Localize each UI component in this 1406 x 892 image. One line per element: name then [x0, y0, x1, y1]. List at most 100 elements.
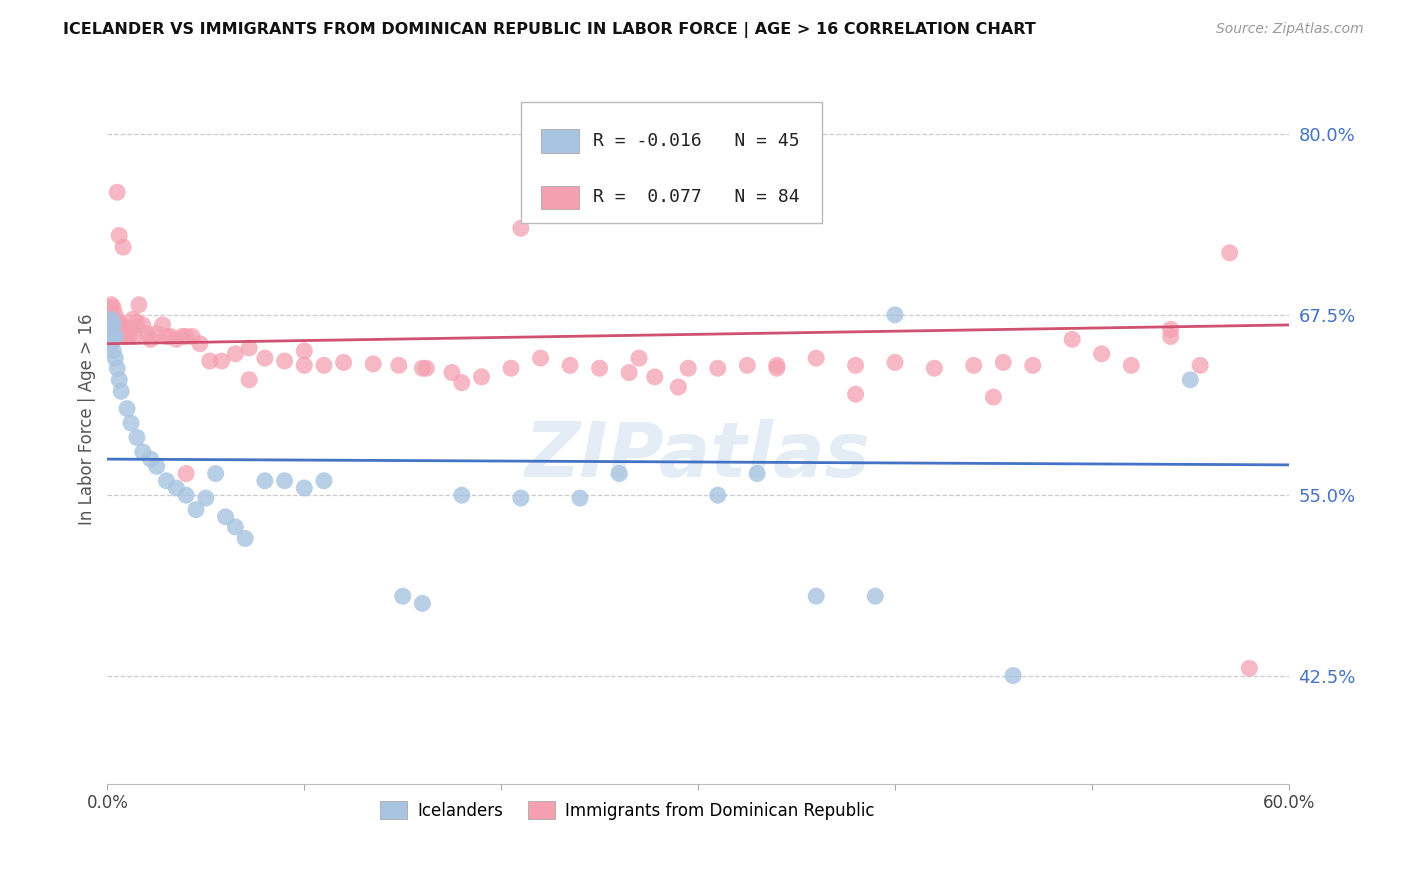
- Y-axis label: In Labor Force | Age > 16: In Labor Force | Age > 16: [79, 314, 96, 525]
- Point: [388, 359, 411, 373]
- Point: [100, 310, 122, 325]
- Point: [181, 329, 204, 343]
- Point: [806, 351, 828, 365]
- Point: [292, 481, 315, 495]
- Text: R = -0.016   N = 45: R = -0.016 N = 45: [593, 132, 800, 150]
- Point: [108, 315, 131, 329]
- Point: [112, 240, 135, 254]
- Point: [1160, 322, 1182, 336]
- Point: [845, 387, 868, 401]
- Point: [214, 509, 236, 524]
- Point: [411, 361, 433, 376]
- Legend: Icelanders, Immigrants from Dominican Republic: Icelanders, Immigrants from Dominican Re…: [374, 795, 880, 826]
- Point: [139, 332, 162, 346]
- Point: [103, 312, 125, 326]
- Point: [224, 520, 246, 534]
- Point: [865, 589, 887, 603]
- Point: [415, 361, 437, 376]
- Point: [98, 322, 121, 336]
- Point: [1091, 347, 1114, 361]
- Point: [292, 343, 315, 358]
- Point: [172, 329, 194, 343]
- Point: [332, 355, 354, 369]
- Point: [558, 359, 581, 373]
- Point: [155, 474, 177, 488]
- Point: [273, 474, 295, 488]
- Point: [100, 329, 122, 343]
- Point: [963, 359, 986, 373]
- Point: [105, 185, 128, 199]
- Point: [1160, 329, 1182, 343]
- Point: [139, 452, 162, 467]
- Point: [174, 467, 197, 481]
- Point: [100, 298, 122, 312]
- Point: [115, 401, 138, 416]
- Point: [470, 370, 492, 384]
- Point: [568, 491, 591, 505]
- Point: [135, 326, 157, 341]
- Point: [993, 355, 1015, 369]
- Point: [440, 366, 463, 380]
- Point: [617, 366, 640, 380]
- Point: [747, 467, 769, 481]
- Point: [174, 329, 197, 343]
- Point: [103, 301, 125, 315]
- Point: [1180, 373, 1202, 387]
- Point: [98, 315, 121, 329]
- Point: [125, 430, 148, 444]
- Point: [211, 354, 233, 368]
- Point: [391, 589, 413, 603]
- Point: [103, 332, 125, 346]
- Point: [806, 589, 828, 603]
- Point: [509, 491, 531, 505]
- Point: [1002, 668, 1025, 682]
- Point: [224, 347, 246, 361]
- Point: [103, 318, 125, 332]
- Point: [120, 416, 142, 430]
- Point: [312, 359, 335, 373]
- Point: [676, 361, 699, 376]
- Point: [165, 332, 187, 346]
- Point: [509, 221, 531, 235]
- Point: [184, 502, 207, 516]
- Point: [132, 318, 155, 332]
- Point: [152, 318, 174, 332]
- Point: [194, 491, 217, 505]
- FancyBboxPatch shape: [520, 103, 823, 223]
- Point: [607, 467, 630, 481]
- Point: [120, 321, 142, 335]
- Point: [132, 445, 155, 459]
- Point: [98, 308, 121, 322]
- Point: [198, 354, 221, 368]
- Point: [706, 361, 728, 376]
- Point: [884, 355, 907, 369]
- Point: [644, 370, 666, 384]
- Point: [125, 315, 148, 329]
- Point: [884, 308, 907, 322]
- Point: [104, 351, 127, 365]
- Point: [766, 361, 789, 376]
- Point: [273, 354, 295, 368]
- Point: [204, 467, 226, 481]
- Text: R =  0.077   N = 84: R = 0.077 N = 84: [593, 188, 800, 206]
- Point: [766, 359, 789, 373]
- Point: [105, 361, 128, 376]
- Point: [361, 357, 384, 371]
- Text: Source: ZipAtlas.com: Source: ZipAtlas.com: [1216, 22, 1364, 37]
- Point: [105, 315, 128, 329]
- Point: [253, 474, 276, 488]
- Point: [124, 329, 146, 343]
- Text: ICELANDER VS IMMIGRANTS FROM DOMINICAN REPUBLIC IN LABOR FORCE | AGE > 16 CORREL: ICELANDER VS IMMIGRANTS FROM DOMINICAN R…: [63, 22, 1036, 38]
- Point: [706, 488, 728, 502]
- Point: [292, 359, 315, 373]
- Point: [499, 361, 522, 376]
- Point: [253, 351, 276, 365]
- Point: [983, 390, 1005, 404]
- Point: [122, 312, 145, 326]
- Point: [411, 596, 433, 610]
- Point: [114, 329, 136, 343]
- Point: [450, 376, 472, 390]
- Point: [104, 308, 127, 322]
- Point: [100, 336, 122, 351]
- Point: [1062, 332, 1084, 346]
